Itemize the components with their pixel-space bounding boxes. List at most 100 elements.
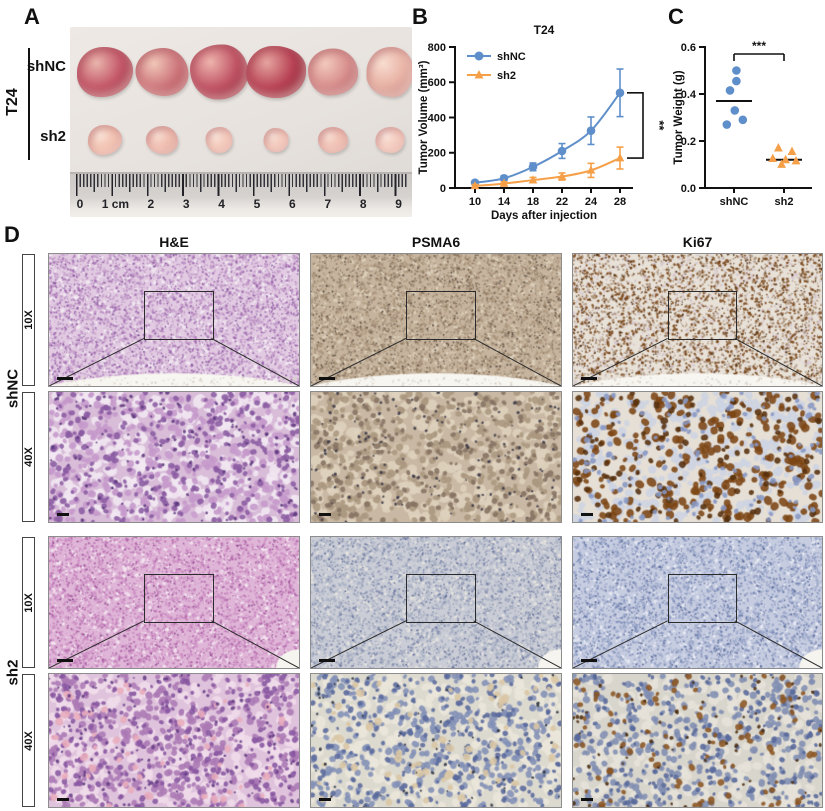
magnification-label: 40X — [22, 447, 35, 467]
tumor-sh2-6 — [375, 127, 405, 153]
svg-text:200: 200 — [428, 148, 446, 160]
svg-text:Days after injection: Days after injection — [491, 210, 597, 222]
histology-group-shnc: shNC — [4, 368, 22, 409]
scale-bar — [57, 513, 69, 516]
tumor-shnc-2 — [135, 48, 189, 96]
svg-text:24: 24 — [585, 196, 598, 208]
tile-shnc-40x-h-e-image — [49, 392, 299, 522]
cell-line-label: T24 — [4, 88, 21, 116]
callout-rectangle — [667, 573, 737, 623]
tile-sh2-40x-ki67 — [572, 673, 823, 808]
column-header-psma6: PSMA6 — [411, 234, 461, 250]
tumor-shnc-5 — [308, 48, 358, 96]
svg-text:Tumor Weight (g): Tumor Weight (g) — [673, 70, 685, 164]
ruler-number: 7 — [324, 197, 332, 211]
ruler-number: 5 — [253, 197, 261, 211]
ruler-number: 8 — [359, 197, 367, 211]
svg-text:600: 600 — [428, 77, 446, 89]
column-header-he: H&E — [159, 234, 189, 250]
tumor-sh2-5 — [318, 127, 348, 153]
panel-a-label: A — [24, 4, 40, 29]
svg-text:28: 28 — [614, 196, 626, 208]
tumor-shnc-4 — [246, 46, 306, 98]
svg-text:shNC: shNC — [497, 51, 526, 63]
scale-bar — [319, 798, 331, 801]
callout-lines — [573, 537, 822, 668]
tile-sh2-10x-ki67-image — [573, 537, 822, 668]
group-label-sh2: sh2 — [40, 128, 66, 145]
svg-text:14: 14 — [498, 196, 511, 208]
panel-b-label: B — [412, 4, 428, 29]
scale-bar — [57, 798, 69, 801]
ruler-number: 3 — [182, 197, 190, 211]
ruler-number: 9 — [395, 197, 402, 211]
panel-c-label: C — [668, 4, 684, 29]
tumor-shnc-6 — [366, 47, 412, 97]
tile-sh2-40x-h-e — [48, 673, 300, 808]
callout-lines — [311, 537, 561, 668]
scale-bar — [581, 798, 593, 801]
scale-bar — [319, 513, 331, 516]
tumor-shnc-3 — [190, 44, 248, 100]
callout-lines — [311, 254, 561, 386]
tile-sh2-10x-psma6-image — [311, 537, 561, 668]
tile-sh2-40x-psma6 — [310, 673, 562, 808]
tile-sh2-10x-ki67 — [572, 536, 823, 669]
scale-bar — [57, 377, 73, 380]
svg-text:***: *** — [752, 39, 766, 53]
svg-text:800: 800 — [428, 42, 446, 54]
cell-line-bracket-line — [28, 48, 30, 160]
callout-rectangle — [667, 290, 737, 341]
magnification-label: 10X — [22, 310, 35, 330]
tile-shnc-10x-psma6-image — [311, 254, 561, 386]
svg-text:0.2: 0.2 — [681, 136, 696, 148]
callout-rectangle — [406, 290, 476, 341]
ruler-number: 1 cm — [101, 197, 130, 211]
svg-text:10: 10 — [469, 196, 481, 208]
ruler-number: 2 — [147, 197, 155, 211]
ruler: 0 1 cm 2 3 4 5 6 7 8 9 — [70, 172, 412, 217]
svg-text:0.0: 0.0 — [681, 183, 696, 195]
tumor-photo: 0 1 cm 2 3 4 5 6 7 8 9 — [70, 27, 412, 217]
tile-sh2-40x-psma6-image — [311, 674, 561, 807]
tile-shnc-10x-ki67-image — [573, 254, 822, 386]
magnification-box-2: 40X — [22, 392, 35, 522]
scale-bar — [319, 377, 335, 380]
scale-bar — [57, 659, 73, 662]
tumor-volume-line-chart: 0 200 400 600 800 10 14 18 22 24 28 T24 Days after i… — [418, 23, 667, 222]
tile-sh2-10x-psma6 — [310, 536, 562, 669]
svg-text:0.4: 0.4 — [681, 89, 697, 101]
magnification-box-1: 10X — [22, 254, 35, 386]
svg-text:**: ** — [652, 120, 667, 131]
tumor-shnc-1 — [77, 47, 133, 97]
magnification-label: 10X — [22, 592, 35, 613]
svg-text:18: 18 — [527, 196, 539, 208]
svg-text:400: 400 — [428, 112, 446, 124]
tile-sh2-10x-h-e-image — [49, 537, 299, 668]
magnification-label: 40X — [22, 730, 35, 751]
scale-bar — [581, 377, 597, 380]
tile-shnc-40x-psma6-image — [311, 392, 561, 522]
tile-shnc-10x-h-e — [48, 253, 300, 387]
tile-sh2-40x-ki67-image — [573, 674, 822, 807]
magnification-box-4: 40X — [22, 674, 35, 807]
group-label-shnc: shNC — [26, 58, 66, 75]
tile-shnc-40x-ki67-image — [573, 392, 822, 522]
tile-shnc-40x-ki67 — [572, 391, 823, 523]
tile-sh2-10x-h-e — [48, 536, 300, 669]
tile-shnc-40x-h-e — [48, 391, 300, 523]
column-header-ki67: Ki67 — [682, 234, 713, 250]
svg-text:sh2: sh2 — [775, 196, 794, 208]
svg-text:shNC: shNC — [720, 196, 749, 208]
callout-lines — [49, 537, 299, 668]
magnification-box-3: 10X — [22, 537, 35, 668]
tile-sh2-40x-h-e-image — [49, 674, 299, 807]
callout-rectangle — [144, 290, 214, 341]
tumor-sh2-1 — [88, 125, 122, 155]
tile-shnc-40x-psma6 — [310, 391, 562, 523]
scale-bar — [319, 659, 335, 662]
tile-shnc-10x-ki67 — [572, 253, 823, 387]
scale-bar — [581, 513, 593, 516]
svg-text:22: 22 — [556, 196, 568, 208]
